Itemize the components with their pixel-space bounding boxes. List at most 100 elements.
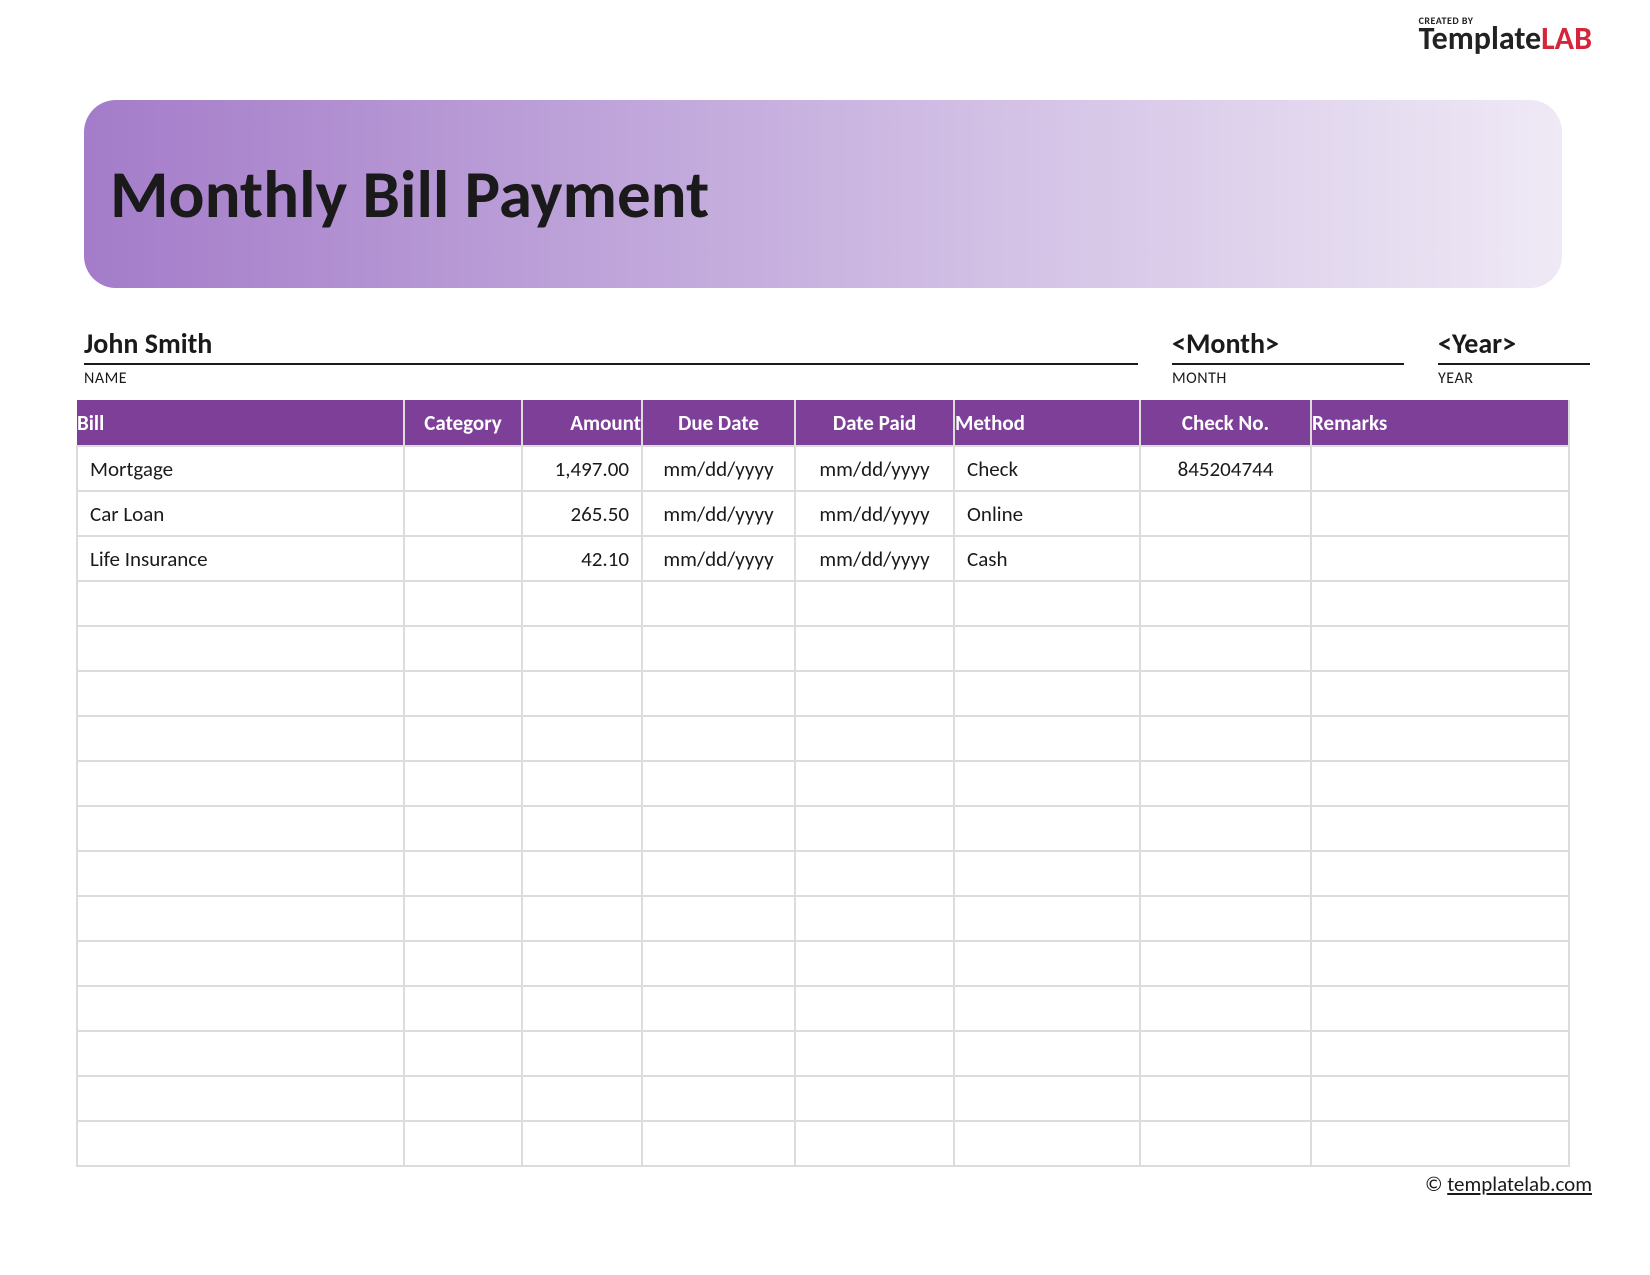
month-value[interactable]: <Month> xyxy=(1172,326,1404,365)
cell-bill[interactable] xyxy=(77,581,404,626)
cell-due[interactable] xyxy=(642,806,795,851)
cell-amount[interactable] xyxy=(522,941,642,986)
cell-category[interactable] xyxy=(404,491,522,536)
cell-due[interactable]: mm/dd/yyyy xyxy=(642,536,795,581)
cell-paid[interactable] xyxy=(795,986,954,1031)
cell-checkno[interactable] xyxy=(1140,761,1311,806)
cell-bill[interactable] xyxy=(77,941,404,986)
cell-remarks[interactable] xyxy=(1311,851,1569,896)
cell-due[interactable] xyxy=(642,626,795,671)
cell-due[interactable] xyxy=(642,716,795,761)
cell-due[interactable] xyxy=(642,941,795,986)
cell-method[interactable]: Cash xyxy=(954,536,1140,581)
cell-paid[interactable] xyxy=(795,581,954,626)
cell-paid[interactable]: mm/dd/yyyy xyxy=(795,446,954,491)
cell-bill[interactable] xyxy=(77,806,404,851)
cell-bill[interactable] xyxy=(77,761,404,806)
cell-remarks[interactable] xyxy=(1311,446,1569,491)
cell-remarks[interactable] xyxy=(1311,536,1569,581)
cell-amount[interactable] xyxy=(522,1076,642,1121)
cell-bill[interactable] xyxy=(77,626,404,671)
cell-bill[interactable] xyxy=(77,671,404,716)
cell-category[interactable] xyxy=(404,896,522,941)
cell-paid[interactable] xyxy=(795,1121,954,1166)
cell-method[interactable] xyxy=(954,941,1140,986)
cell-category[interactable] xyxy=(404,986,522,1031)
cell-amount[interactable] xyxy=(522,761,642,806)
cell-category[interactable] xyxy=(404,761,522,806)
cell-due[interactable] xyxy=(642,671,795,716)
cell-checkno[interactable] xyxy=(1140,941,1311,986)
cell-amount[interactable]: 265.50 xyxy=(522,491,642,536)
cell-remarks[interactable] xyxy=(1311,941,1569,986)
cell-category[interactable] xyxy=(404,716,522,761)
cell-method[interactable] xyxy=(954,1121,1140,1166)
cell-remarks[interactable] xyxy=(1311,716,1569,761)
cell-paid[interactable] xyxy=(795,671,954,716)
cell-method[interactable] xyxy=(954,1076,1140,1121)
cell-due[interactable] xyxy=(642,1031,795,1076)
cell-category[interactable] xyxy=(404,671,522,716)
cell-due[interactable] xyxy=(642,581,795,626)
cell-paid[interactable] xyxy=(795,1076,954,1121)
cell-amount[interactable] xyxy=(522,986,642,1031)
cell-checkno[interactable] xyxy=(1140,536,1311,581)
cell-due[interactable] xyxy=(642,1121,795,1166)
cell-category[interactable] xyxy=(404,581,522,626)
cell-amount[interactable] xyxy=(522,581,642,626)
cell-remarks[interactable] xyxy=(1311,986,1569,1031)
cell-category[interactable] xyxy=(404,941,522,986)
cell-amount[interactable]: 1,497.00 xyxy=(522,446,642,491)
cell-due[interactable] xyxy=(642,851,795,896)
cell-bill[interactable] xyxy=(77,851,404,896)
cell-method[interactable] xyxy=(954,671,1140,716)
footer-link[interactable]: templatelab.com xyxy=(1447,1171,1592,1197)
cell-method[interactable] xyxy=(954,851,1140,896)
cell-due[interactable] xyxy=(642,986,795,1031)
name-value[interactable]: John Smith xyxy=(84,326,1138,365)
cell-paid[interactable] xyxy=(795,851,954,896)
cell-paid[interactable] xyxy=(795,1031,954,1076)
cell-bill[interactable] xyxy=(77,986,404,1031)
cell-method[interactable] xyxy=(954,986,1140,1031)
cell-due[interactable]: mm/dd/yyyy xyxy=(642,446,795,491)
cell-checkno[interactable] xyxy=(1140,1031,1311,1076)
cell-bill[interactable] xyxy=(77,1121,404,1166)
cell-checkno[interactable] xyxy=(1140,716,1311,761)
cell-remarks[interactable] xyxy=(1311,581,1569,626)
cell-method[interactable]: Online xyxy=(954,491,1140,536)
cell-checkno[interactable]: 845204744 xyxy=(1140,446,1311,491)
cell-amount[interactable] xyxy=(522,851,642,896)
cell-method[interactable] xyxy=(954,716,1140,761)
cell-amount[interactable] xyxy=(522,1121,642,1166)
cell-remarks[interactable] xyxy=(1311,671,1569,716)
cell-remarks[interactable] xyxy=(1311,491,1569,536)
cell-remarks[interactable] xyxy=(1311,896,1569,941)
cell-due[interactable] xyxy=(642,1076,795,1121)
cell-bill[interactable] xyxy=(77,1076,404,1121)
cell-due[interactable] xyxy=(642,761,795,806)
cell-paid[interactable] xyxy=(795,626,954,671)
cell-category[interactable] xyxy=(404,851,522,896)
cell-amount[interactable] xyxy=(522,626,642,671)
cell-remarks[interactable] xyxy=(1311,1121,1569,1166)
cell-checkno[interactable] xyxy=(1140,896,1311,941)
cell-bill[interactable]: Mortgage xyxy=(77,446,404,491)
cell-category[interactable] xyxy=(404,446,522,491)
cell-checkno[interactable] xyxy=(1140,1121,1311,1166)
cell-due[interactable]: mm/dd/yyyy xyxy=(642,491,795,536)
cell-remarks[interactable] xyxy=(1311,806,1569,851)
cell-checkno[interactable] xyxy=(1140,671,1311,716)
year-value[interactable]: <Year> xyxy=(1438,326,1590,365)
cell-paid[interactable] xyxy=(795,761,954,806)
cell-category[interactable] xyxy=(404,536,522,581)
cell-amount[interactable] xyxy=(522,1031,642,1076)
cell-due[interactable] xyxy=(642,896,795,941)
cell-category[interactable] xyxy=(404,626,522,671)
cell-paid[interactable] xyxy=(795,806,954,851)
cell-paid[interactable] xyxy=(795,716,954,761)
cell-checkno[interactable] xyxy=(1140,1076,1311,1121)
cell-amount[interactable] xyxy=(522,806,642,851)
cell-category[interactable] xyxy=(404,1121,522,1166)
cell-method[interactable] xyxy=(954,626,1140,671)
